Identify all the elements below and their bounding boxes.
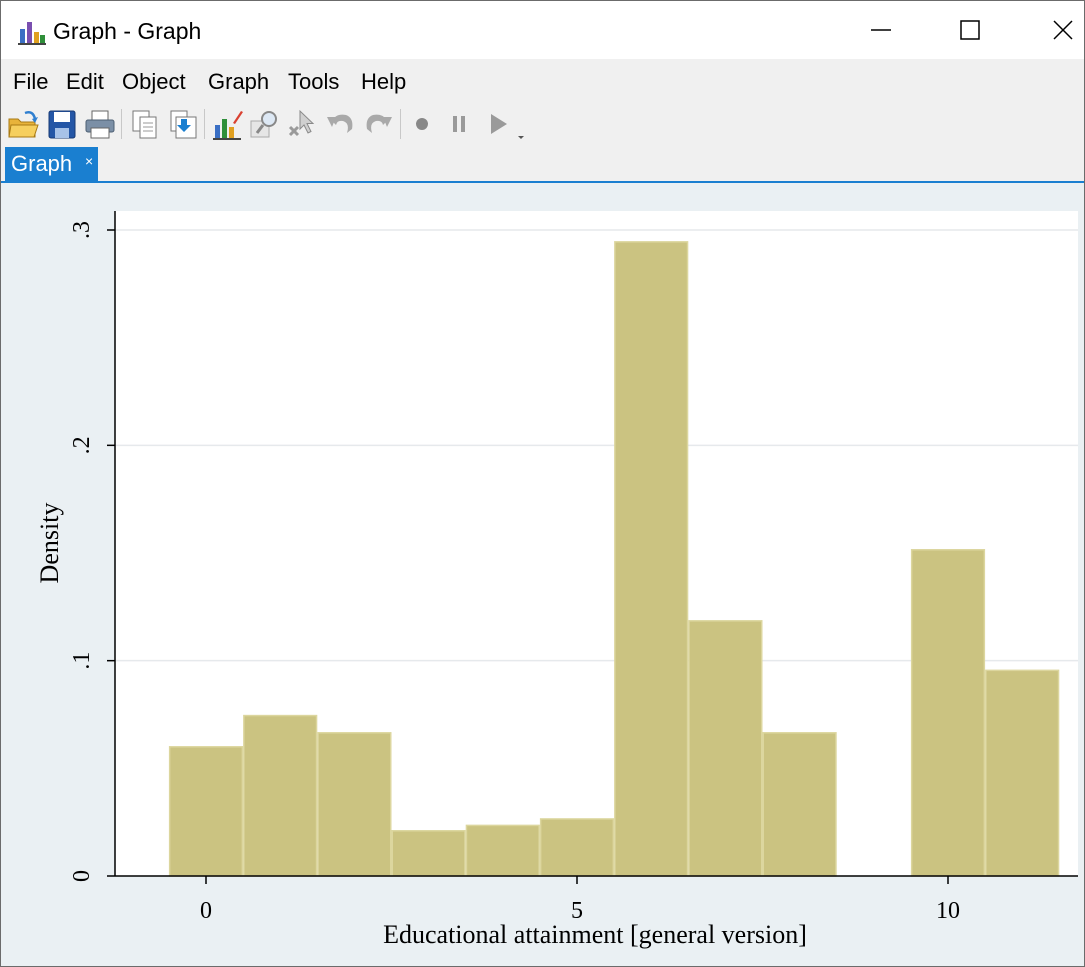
tab-strip: Graph ×: [1, 145, 1084, 183]
histogram-bar: [168, 746, 244, 877]
open-button[interactable]: [7, 107, 39, 141]
menu-edit[interactable]: Edit: [66, 69, 104, 94]
axis-labels: Educational attainment [general version]…: [35, 503, 807, 949]
pointer-button[interactable]: [286, 107, 318, 141]
y-tick-label: .1: [69, 652, 95, 670]
copy-button[interactable]: [129, 107, 161, 141]
y-tick-label: .2: [69, 436, 95, 454]
y-tick-label: 0: [69, 870, 95, 882]
x-tick-label: 5: [571, 898, 583, 924]
tab-graph[interactable]: Graph ×: [5, 147, 98, 181]
maximize-button[interactable]: [926, 1, 1014, 59]
open-icon: [8, 111, 39, 138]
pointer-icon: [288, 109, 315, 137]
minimize-button[interactable]: [837, 1, 925, 59]
play-icon: [491, 114, 524, 139]
print-icon: [85, 110, 115, 139]
title-bar[interactable]: Graph - Graph: [1, 1, 1084, 59]
x-tick-label: 0: [200, 898, 212, 924]
tab-label: Graph: [11, 151, 73, 176]
copy-to-button[interactable]: [167, 107, 199, 141]
window-title: Graph - Graph: [53, 18, 202, 44]
histogram-bar: [539, 818, 615, 877]
pause-button[interactable]: [444, 107, 476, 141]
histogram-bar: [391, 830, 466, 877]
copy-icon: [132, 110, 157, 139]
close-window-button[interactable]: [1019, 1, 1084, 59]
x-tick-label: 10: [936, 898, 960, 924]
bar-chart-icon: [18, 22, 46, 45]
save-icon: [48, 110, 76, 139]
menu-object[interactable]: Object: [122, 69, 186, 94]
y-tick-label: .3: [69, 221, 95, 239]
graph-area: 0 .1 .2 .3 0 5 10 Educational attainment [gene…: [1, 183, 1084, 966]
menu-tools[interactable]: Tools: [288, 69, 340, 94]
y-axis-title: Density: [35, 503, 64, 584]
tab-close-icon[interactable]: ×: [85, 153, 94, 169]
menu-bar: File Edit Object Graph Tools Help: [1, 59, 1084, 103]
histogram-bar: [465, 824, 540, 877]
toolbar-separator: [204, 109, 205, 139]
minimize-icon: [871, 29, 891, 31]
undo-icon: [327, 114, 353, 133]
maximize-icon: [960, 20, 980, 40]
print-button[interactable]: [84, 107, 116, 141]
menu-file[interactable]: File: [13, 69, 49, 94]
bars: [168, 241, 1060, 877]
histogram-bar: [762, 732, 837, 877]
zoom-icon: [250, 111, 277, 138]
toolbar-separator: [121, 109, 122, 139]
histogram-bar: [910, 549, 986, 877]
copy-to-icon: [170, 110, 197, 139]
toolbar: [1, 103, 1084, 145]
histogram-bar: [243, 714, 318, 877]
record-button[interactable]: [406, 107, 438, 141]
axes: 0 .1 .2 .3 0 5 10: [69, 211, 1078, 924]
redo-icon: [366, 114, 392, 133]
histogram-bar: [985, 669, 1060, 877]
histogram-bar: [614, 241, 689, 877]
graph-editor-icon: [213, 111, 243, 140]
histogram-bar: [317, 732, 392, 877]
zoom-button[interactable]: [249, 107, 281, 141]
pause-icon: [453, 116, 465, 132]
x-axis-title: Educational attainment [general version]: [383, 920, 807, 949]
histogram-chart: 0 .1 .2 .3 0 5 10 Educational attainment [gene…: [35, 211, 1078, 949]
menu-help[interactable]: Help: [361, 69, 407, 94]
close-icon: [1053, 20, 1073, 40]
record-icon: [416, 118, 428, 130]
redo-button[interactable]: [363, 107, 395, 141]
save-button[interactable]: [46, 107, 78, 141]
graph-editor-button[interactable]: [211, 107, 243, 141]
toolbar-separator: [400, 109, 401, 139]
menu-graph[interactable]: Graph: [208, 69, 270, 94]
play-button[interactable]: [483, 107, 527, 141]
undo-button[interactable]: [324, 107, 356, 141]
histogram-bar: [688, 620, 763, 877]
